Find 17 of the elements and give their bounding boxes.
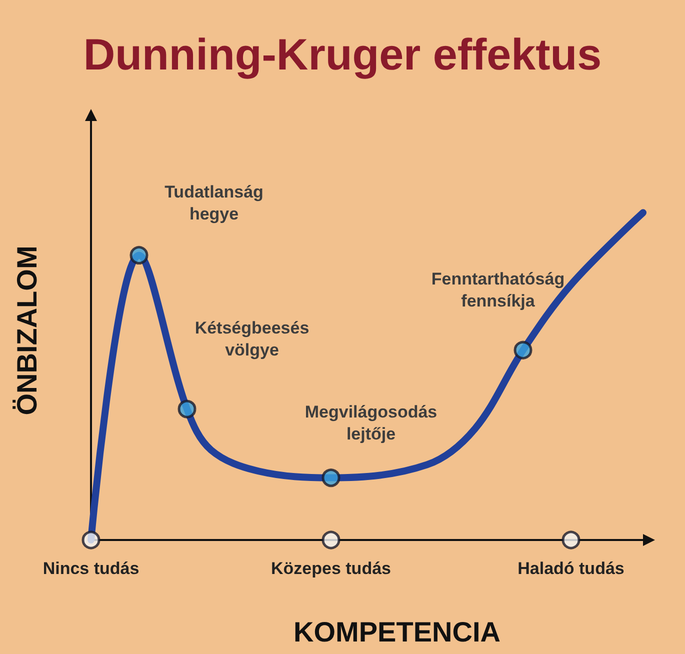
point	[562, 530, 580, 550]
x-tick-label: Haladó tudás	[518, 559, 624, 578]
point	[514, 340, 532, 360]
x-axis-title: KOMPETENCIA	[294, 616, 500, 648]
chart-title: Dunning-Kruger effektus	[83, 30, 602, 80]
annotation: Fenntarthatóság fennsíkja	[431, 270, 565, 311]
point	[178, 400, 196, 418]
x-tick-label: Közepes tudás	[271, 559, 391, 578]
point	[130, 246, 148, 264]
point	[82, 530, 100, 550]
point	[322, 468, 340, 488]
point	[322, 530, 340, 550]
x-tick-label: Nincs tudás	[42, 559, 140, 578]
annotation: Tudatlanság hegye	[164, 182, 264, 224]
y-axis-title: ÖNBIZALOM	[12, 246, 42, 416]
annotation: Kétségbeesés völgye	[194, 318, 310, 360]
annotation: Megvilágosodás lejtője	[304, 402, 438, 444]
